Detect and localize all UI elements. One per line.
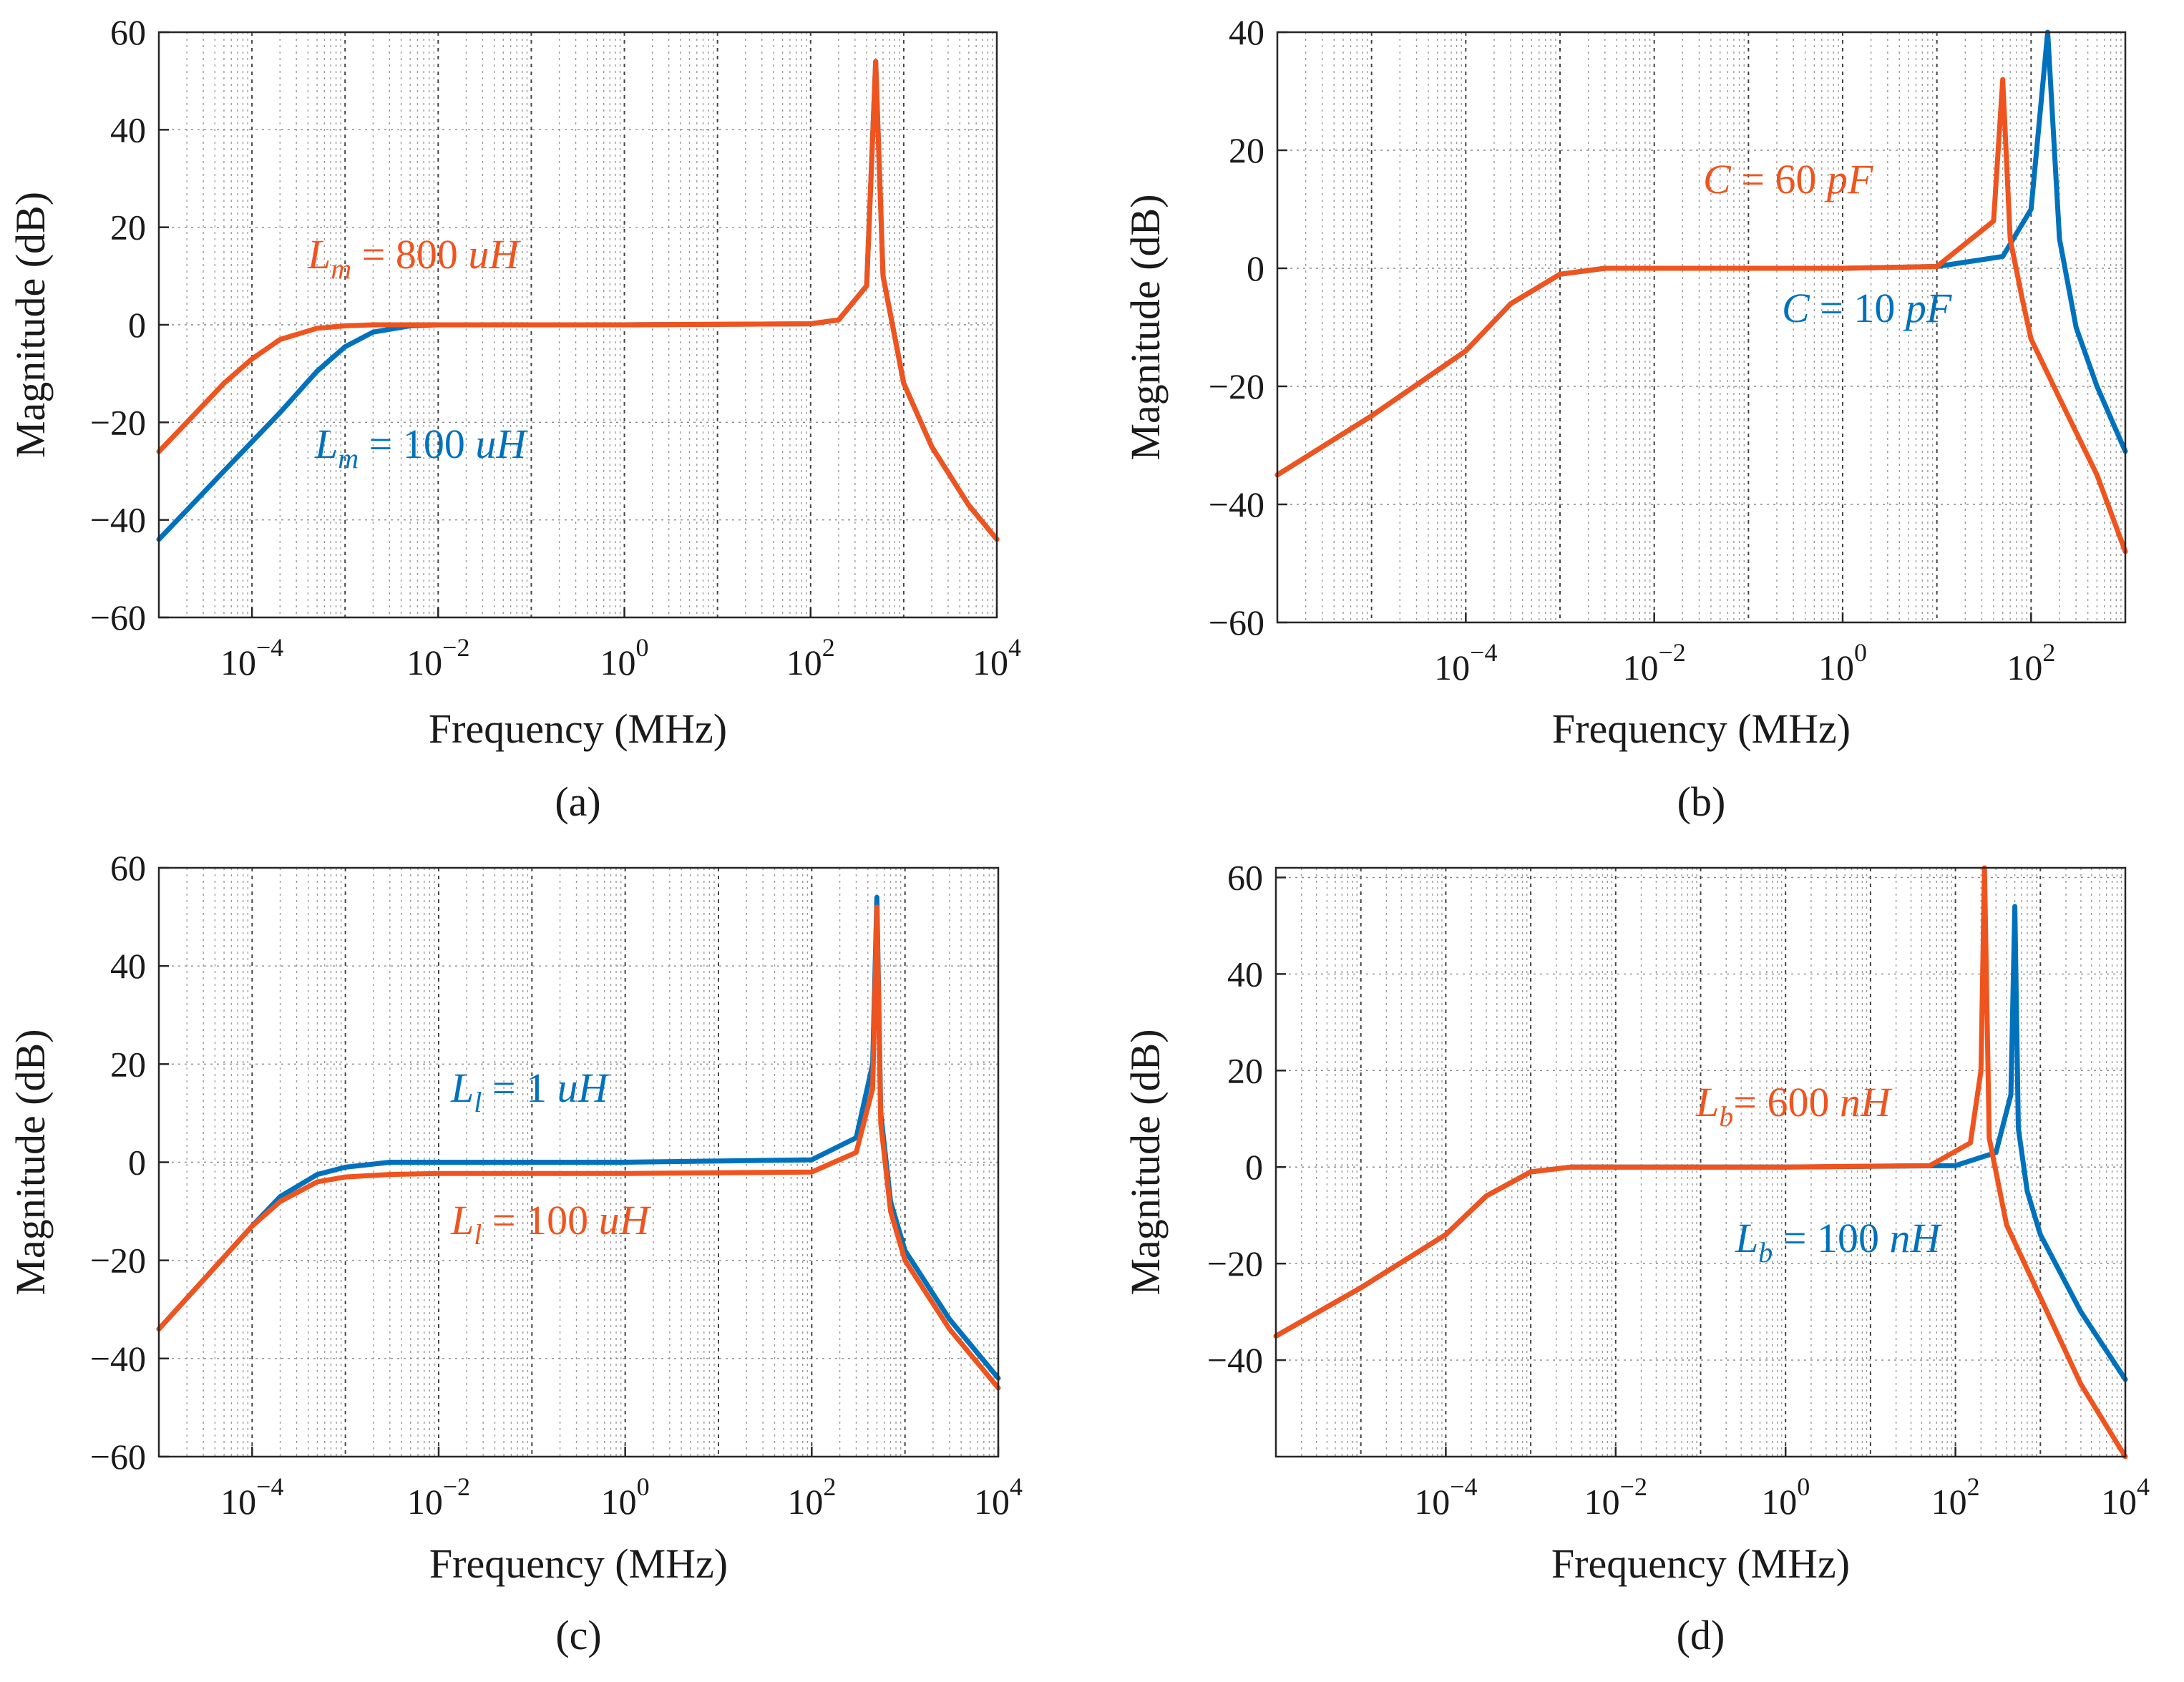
chart-a-annotation-orange: Lm = 800 uH — [307, 231, 521, 285]
chart-b-ylabel: Magnitude (dB) — [1122, 194, 1169, 460]
chart-c-ytick-label: −40 — [90, 1339, 146, 1379]
chart-a-series-orange — [156, 59, 1000, 542]
chart-c-ytick-label: 40 — [110, 946, 146, 986]
chart-c-xtick-label: 10−4 — [220, 1472, 283, 1522]
chart-c-series-orange — [156, 904, 1001, 1391]
chart-d-series-orange — [1273, 865, 2128, 1459]
chart-a-ytick-label: −40 — [90, 500, 146, 540]
chart-b-xlabel: Frequency (MHz) — [1552, 705, 1851, 752]
chart-b-axes-box — [1276, 31, 2127, 624]
chart-b-ytick-label: −20 — [1209, 366, 1264, 406]
chart-d-xtick-label: 104 — [2101, 1472, 2150, 1522]
chart-a-annotation-blue: Lm = 100 uH — [314, 421, 528, 474]
chart-a-ytick-label: −20 — [90, 402, 146, 442]
chart-d-ylabel: Magnitude (dB) — [1122, 1029, 1169, 1295]
chart-c-ylabel: Magnitude (dB) — [7, 1029, 54, 1295]
chart-c-annotation-blue: Ll = 1 uH — [450, 1065, 610, 1118]
chart-c-ytick-label: 20 — [110, 1044, 146, 1084]
chart-d-xtick-label: 10−4 — [1414, 1472, 1477, 1522]
chart-d-annotation-orange: Lb= 600 nH — [1695, 1079, 1893, 1133]
chart-c-ytick-label: −20 — [90, 1241, 146, 1281]
chart-d-ytick-label: 40 — [1227, 954, 1263, 994]
chart-b-annotation-orange: C = 60 pF — [1703, 156, 1873, 202]
chart-b: −60 −40 −20 0 20 40 10−4 10−2 100 102 Frequency (M… — [1122, 12, 2128, 825]
chart-b-annotation-blue: C = 10 pF — [1782, 285, 1952, 331]
chart-b-ytick-label: 20 — [1229, 130, 1264, 170]
chart-d-xlabel: Frequency (MHz) — [1551, 1540, 1850, 1587]
chart-b-xtick-label: 10−4 — [1434, 638, 1497, 688]
chart-a-xtick-label: 10−2 — [406, 633, 469, 683]
chart-a: −60 −40 −20 0 20 40 60 10−4 10−2 100 102 104 Frequen… — [7, 12, 1021, 825]
chart-d-ytick-label: 60 — [1227, 857, 1263, 897]
chart-c-annotation-orange: Ll = 100 uH — [450, 1197, 652, 1251]
chart-b-series-orange — [1274, 77, 2128, 554]
chart-c-xtick-label: 100 — [601, 1472, 650, 1522]
chart-c: −60 −40 −20 0 20 40 60 10−4 10−2 100 102 104 Frequen… — [7, 848, 1023, 1658]
chart-b-xtick-label: 10−2 — [1623, 638, 1686, 688]
chart-d-ytick-label: −40 — [1207, 1340, 1263, 1380]
chart-d-xtick-label: 10−2 — [1584, 1472, 1647, 1522]
chart-a-ytick-label: 40 — [110, 109, 146, 150]
chart-a-panel-label: (a) — [555, 778, 600, 825]
chart-d-ytick-label: 0 — [1245, 1147, 1263, 1187]
chart-d-xtick-label: 100 — [1761, 1472, 1810, 1522]
chart-a-ytick-label: 0 — [128, 305, 146, 345]
chart-a-xlabel: Frequency (MHz) — [429, 705, 727, 752]
chart-a-ytick-label: 60 — [110, 12, 146, 52]
chart-b-xtick-label: 102 — [2007, 638, 2055, 688]
chart-a-xtick-label: 100 — [600, 633, 649, 683]
chart-c-ytick-label: −60 — [90, 1437, 146, 1477]
chart-d-annotation-blue: Lb = 100 nH — [1735, 1215, 1942, 1268]
chart-c-xlabel: Frequency (MHz) — [429, 1540, 728, 1587]
chart-c-xtick-label: 102 — [787, 1472, 836, 1522]
chart-b-ytick-label: 0 — [1247, 248, 1264, 288]
chart-b-ytick-label: −40 — [1209, 484, 1264, 524]
chart-d-xtick-label: 102 — [1931, 1472, 1980, 1522]
chart-c-panel-label: (c) — [555, 1612, 601, 1658]
chart-b-grid — [1277, 31, 2126, 623]
chart-d-ytick-label: −20 — [1207, 1243, 1263, 1283]
chart-c-ytick-label: 0 — [128, 1143, 146, 1183]
chart-b-xtick-label: 100 — [1818, 638, 1867, 688]
chart-b-ytick-label: −60 — [1209, 602, 1264, 642]
chart-a-ytick-label: 20 — [110, 207, 146, 248]
chart-d-panel-label: (d) — [1677, 1612, 1725, 1658]
chart-b-series-blue — [1274, 29, 2128, 478]
chart-a-xtick-label: 102 — [786, 633, 835, 683]
chart-d-series-blue — [1273, 904, 2128, 1382]
chart-c-xtick-label: 10−2 — [407, 1472, 470, 1522]
chart-b-ytick-label: 40 — [1229, 12, 1264, 52]
chart-c-ytick-label: 60 — [110, 848, 146, 888]
chart-c-series-blue — [156, 894, 1001, 1381]
chart-c-xtick-label: 104 — [974, 1472, 1023, 1522]
chart-d-axes-box — [1274, 866, 2127, 1458]
chart-a-xtick-label: 104 — [972, 633, 1021, 683]
chart-b-panel-label: (b) — [1677, 778, 1726, 825]
chart-d-ytick-label: 20 — [1227, 1050, 1263, 1090]
chart-d: −40 −20 0 20 40 60 10−4 10−2 100 102 104 Frequency … — [1122, 857, 2150, 1658]
chart-a-xtick-label: 10−4 — [220, 633, 283, 683]
chart-a-ytick-label: −60 — [90, 597, 146, 637]
chart-a-ylabel: Magnitude (dB) — [7, 192, 54, 458]
chart-d-grid — [1275, 868, 2126, 1457]
